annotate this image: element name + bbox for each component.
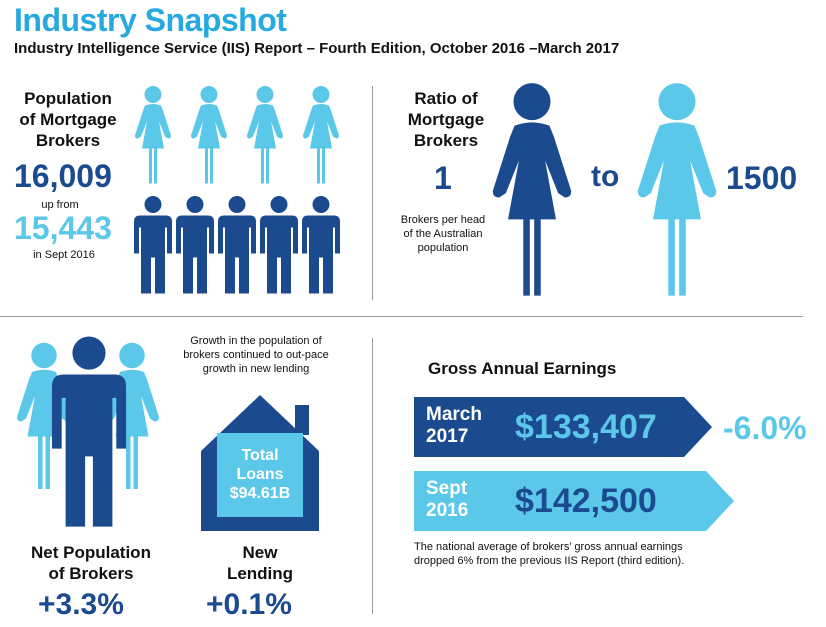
female-figure-icon [133,84,173,187]
earnings-heading: Gross Annual Earnings [428,359,617,378]
new-lending-label: New Lending [200,542,320,584]
net-population-value: +3.3% [38,588,124,621]
lending-note-line1: Growth in the population of [190,335,322,347]
march-label-line1: March [426,404,482,425]
female-figure-icon [189,84,229,187]
group-people-icon [17,336,159,527]
male-figure-icon [259,194,299,297]
male-figure-icon [133,194,173,297]
house-label-line2: Loans [236,466,284,483]
sept-label-line1: Sept [426,478,468,499]
ratio-caption-line1: Brokers per head [400,214,486,226]
population-previous: 15,443 [14,210,112,246]
ratio-to-label: to [591,160,620,193]
female-figure-icon [301,84,341,187]
sept-label: Sept 2016 [426,478,468,522]
new-lending-label-line2: Lending [226,564,294,583]
earnings-change: -6.0% [723,410,807,446]
march-label-line2: 2017 [426,426,469,447]
earnings-footnote-line2: dropped 6% from the previous IIS Report … [414,555,685,567]
new-lending-value: +0.1% [206,588,292,621]
page-subtitle: Industry Intelligence Service (IIS) Repo… [14,40,620,57]
divider-bottom [372,338,373,614]
ratio-caption-line2: of the Australian [403,228,483,240]
house-label: Total Loans $94.61B [217,446,303,503]
march-label: March 2017 [426,404,482,448]
population-heading-line2: of Mortgage [19,110,117,129]
population-heading: Population of Mortgage Brokers [6,88,130,151]
sept-value: $142,500 [515,482,657,520]
sept-label-line2: 2016 [426,500,469,521]
population-heading-line3: Brokers [35,131,101,150]
earnings-footnote-line1: The national average of brokers’ gross a… [414,541,683,553]
sept-banner [414,471,734,531]
lending-note-line2: brokers continued to out-pace [183,349,329,361]
ratio-caption-line3: population [417,242,469,254]
ratio-heading-line3: Brokers [413,131,479,150]
lending-note-line3: growth in new lending [202,363,310,375]
net-population-label: Net Population of Brokers [10,542,172,584]
lending-note: Growth in the population of brokers cont… [176,334,336,376]
new-lending-label-line1: New [242,543,278,562]
female-figure-large-light-icon [632,82,722,300]
march-value: $133,407 [515,408,657,446]
population-heading-line1: Population [24,89,112,108]
population-up-from: up from [41,199,79,211]
net-population-label-line1: Net Population [31,543,151,562]
net-population-label-line2: of Brokers [48,564,134,583]
divider-middle [0,316,803,317]
ratio-right-value: 1500 [726,160,798,196]
earnings-footnote: The national average of brokers’ gross a… [414,540,684,568]
female-figure-icon [245,84,285,187]
march-banner [414,397,712,457]
house-label-line3: $94.61B [229,485,291,502]
female-figure-large-icon [487,82,577,300]
population-current: 16,009 [14,158,112,194]
ratio-heading-line2: Mortgage [407,110,485,129]
male-figure-icon [217,194,257,297]
ratio-left-value: 1 [434,160,452,196]
ratio-heading: Ratio of Mortgage Brokers [388,88,504,151]
ratio-heading-line1: Ratio of [414,89,478,108]
divider-top [372,86,373,300]
house-icon [201,395,319,531]
ratio-caption: Brokers per head of the Australian popul… [388,213,498,255]
house-label-line1: Total [241,447,279,464]
male-figure-icon [175,194,215,297]
page-title: Industry Snapshot [14,2,287,38]
male-figure-icon [301,194,341,297]
population-previous-date: in Sept 2016 [33,249,95,261]
